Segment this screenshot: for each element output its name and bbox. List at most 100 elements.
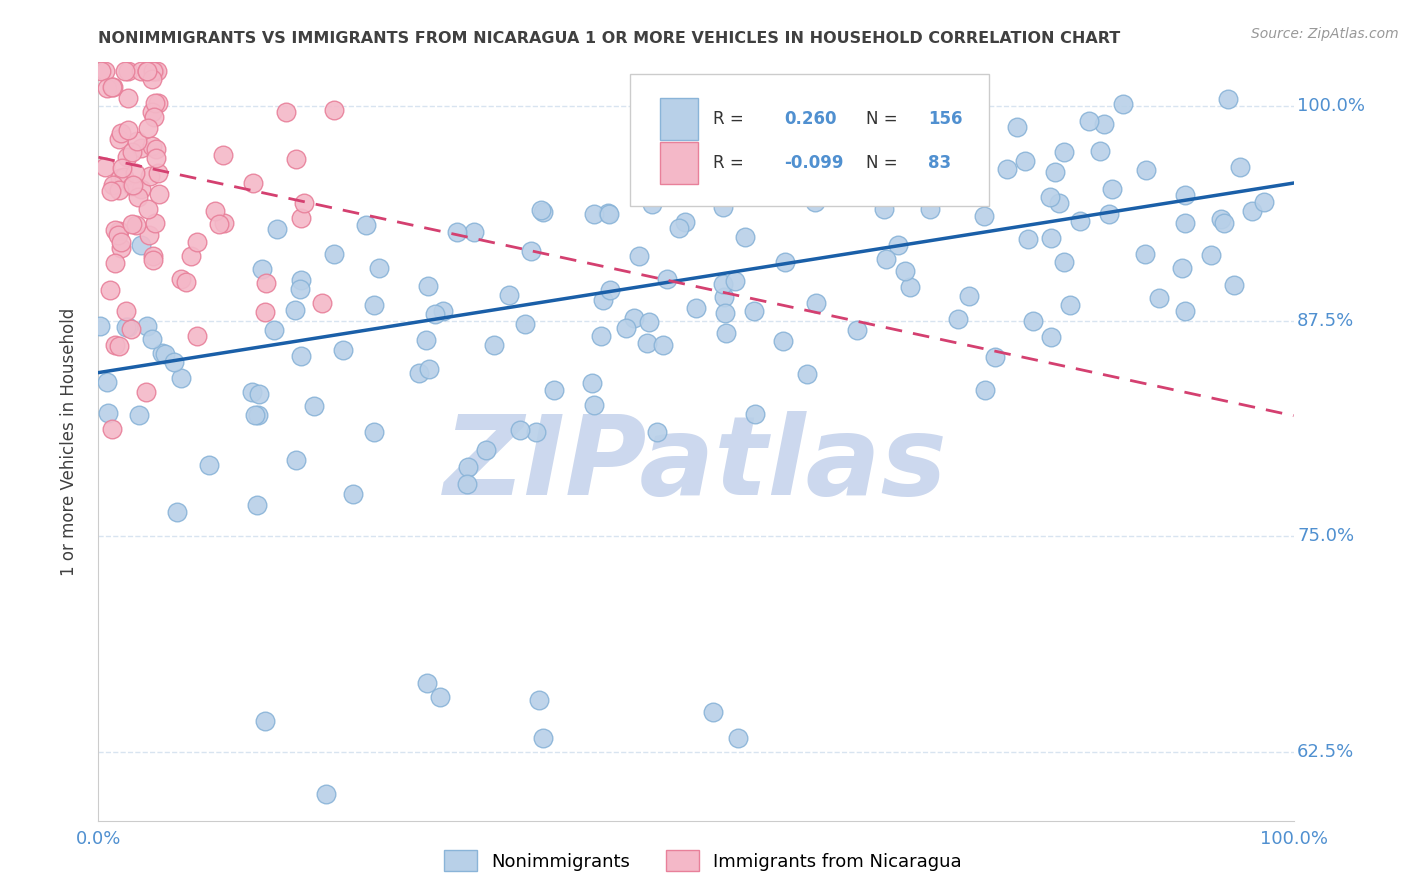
Point	[1039, 230, 1062, 244]
Point	[180, 249, 202, 263]
Point	[111, 161, 134, 176]
Point	[515, 317, 537, 331]
Point	[141, 139, 163, 153]
Point	[247, 387, 270, 401]
Point	[142, 252, 165, 267]
Point	[418, 279, 440, 293]
Point	[101, 79, 124, 94]
Point	[290, 349, 312, 363]
Point	[240, 384, 263, 399]
Point	[246, 409, 269, 423]
Point	[1014, 153, 1036, 168]
Point	[135, 64, 157, 78]
Point	[103, 80, 125, 95]
Point	[668, 220, 690, 235]
Point	[1223, 278, 1246, 293]
Text: N =: N =	[866, 111, 897, 128]
Text: 83: 83	[928, 154, 950, 172]
Point	[117, 91, 139, 105]
Point	[121, 145, 143, 159]
Point	[429, 690, 451, 705]
Point	[1088, 144, 1111, 158]
Text: R =: R =	[713, 154, 744, 172]
FancyBboxPatch shape	[661, 98, 699, 140]
Point	[711, 277, 734, 292]
Point	[1209, 212, 1232, 227]
Point	[1039, 330, 1062, 344]
Point	[136, 64, 159, 78]
Point	[104, 256, 127, 270]
Point	[804, 195, 827, 210]
Point	[108, 131, 131, 145]
Point	[1174, 303, 1197, 318]
Point	[1005, 120, 1028, 135]
Point	[108, 183, 131, 197]
Point	[1133, 247, 1156, 261]
Point	[772, 334, 794, 348]
Point	[887, 237, 910, 252]
Point	[418, 362, 440, 376]
Point	[129, 141, 152, 155]
Point	[995, 161, 1018, 176]
Point	[142, 111, 165, 125]
Point	[107, 228, 129, 243]
Point	[354, 218, 377, 232]
Point	[142, 64, 165, 78]
Point	[531, 731, 554, 745]
Point	[498, 288, 520, 302]
Point	[153, 347, 176, 361]
Point	[655, 272, 678, 286]
Point	[702, 705, 724, 719]
Point	[714, 326, 737, 340]
Point	[973, 209, 995, 223]
Point	[114, 64, 136, 78]
Point	[1017, 232, 1039, 246]
Point	[163, 354, 186, 368]
Point	[1253, 194, 1275, 209]
Point	[875, 252, 897, 266]
Point	[117, 123, 139, 137]
Point	[583, 398, 606, 412]
Point	[108, 171, 131, 186]
Point	[104, 338, 127, 352]
Text: 100.0%: 100.0%	[1298, 96, 1365, 114]
Point	[146, 64, 169, 78]
Point	[135, 385, 157, 400]
Point	[804, 295, 827, 310]
Point	[920, 202, 942, 216]
Point	[457, 460, 479, 475]
Point	[186, 235, 208, 249]
Point	[125, 134, 148, 148]
Point	[727, 731, 749, 745]
Point	[873, 202, 896, 216]
Point	[423, 307, 446, 321]
Point	[713, 290, 735, 304]
Point	[946, 311, 969, 326]
Point	[775, 255, 797, 269]
Point	[1174, 188, 1197, 202]
Point	[456, 476, 478, 491]
Point	[108, 339, 131, 353]
Point	[527, 692, 550, 706]
Point	[627, 249, 650, 263]
Point	[290, 272, 312, 286]
Point	[509, 423, 531, 437]
Point	[96, 80, 118, 95]
Point	[101, 178, 124, 192]
Point	[714, 306, 737, 320]
Point	[285, 152, 308, 166]
Point	[592, 293, 614, 307]
Point	[432, 303, 454, 318]
Point	[658, 133, 681, 147]
Point	[742, 304, 765, 318]
Point	[974, 383, 997, 397]
Point	[1135, 163, 1157, 178]
Point	[263, 323, 285, 337]
Point	[363, 298, 385, 312]
Point	[984, 351, 1007, 365]
Point	[957, 289, 980, 303]
FancyBboxPatch shape	[661, 143, 699, 184]
Point	[711, 200, 734, 214]
Point	[519, 244, 541, 259]
Point	[1047, 195, 1070, 210]
